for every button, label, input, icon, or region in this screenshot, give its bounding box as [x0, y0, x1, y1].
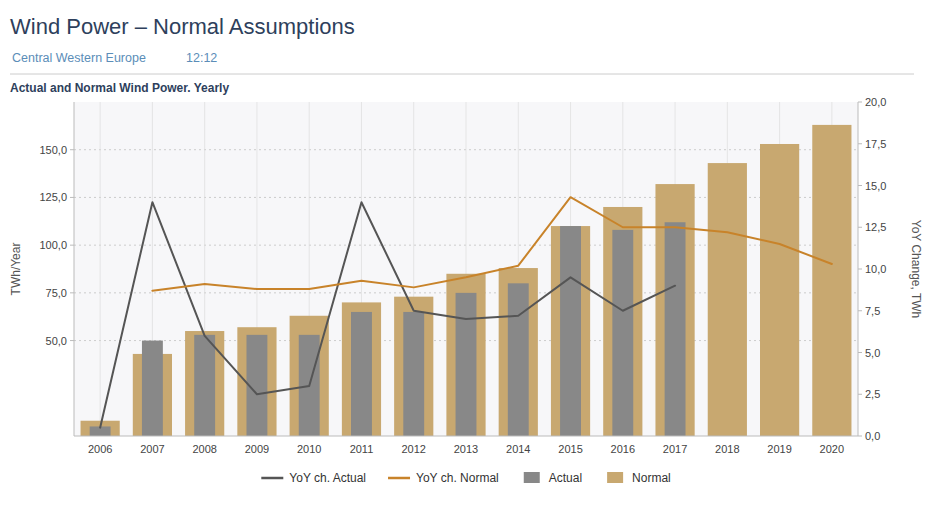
bar [394, 297, 433, 436]
bar [194, 335, 215, 436]
bar [560, 226, 581, 436]
x-tick-label: 2016 [611, 443, 635, 455]
bar [403, 312, 424, 436]
x-tick-label: 2020 [820, 443, 844, 455]
bar [655, 184, 694, 436]
y2-tick [858, 185, 862, 186]
y-tick-label: 125,0 [39, 191, 67, 203]
bar [290, 316, 329, 436]
bar [185, 331, 224, 436]
bar [142, 341, 163, 436]
bar [237, 327, 276, 436]
x-tick-label: 2006 [88, 443, 112, 455]
legend-swatch [261, 477, 283, 480]
bar [551, 226, 590, 436]
chart-label: Actual and Normal Wind Power. Yearly [10, 81, 229, 95]
x-tick-label: 2011 [350, 443, 374, 455]
plot-area [74, 102, 858, 436]
y2-tick-label: 17,5 [865, 138, 886, 150]
x-tick-label: 2010 [297, 443, 321, 455]
y2-tick [858, 436, 862, 437]
y-tick [70, 149, 74, 150]
bar [456, 293, 477, 436]
y2-tick [858, 227, 862, 228]
axes: 50,0 75,0 100,0 125,0 150,0 0,0 2,5 5,0 7,5 10,0 1… [39, 96, 886, 455]
y2-tick [858, 352, 862, 353]
bar [665, 222, 686, 436]
bar [499, 268, 538, 436]
legend-swatch [388, 477, 410, 480]
grid [74, 102, 858, 436]
y2-tick [858, 143, 862, 144]
legend-label: Actual [549, 471, 582, 485]
y-axis-label: TWh/Year [9, 243, 23, 296]
x-tick-label: 2008 [192, 443, 216, 455]
legend-swatch [524, 472, 540, 483]
y2-tick-label: 20,0 [865, 96, 886, 108]
line [152, 197, 831, 291]
x-tick-label: 2019 [767, 443, 791, 455]
x-tick-label: 2015 [558, 443, 582, 455]
data [81, 125, 852, 436]
subtitle: 12:12 [186, 51, 217, 65]
x-tick-label: 2007 [140, 443, 164, 455]
y-tick [70, 340, 74, 341]
bar [342, 302, 381, 436]
y-tick-label: 75,0 [46, 287, 67, 299]
y-axis-line [74, 102, 75, 436]
y2-tick-label: 15,0 [865, 180, 886, 192]
y2-tick [858, 269, 862, 270]
x-axis-line [74, 436, 858, 437]
y2-tick-label: 0,0 [865, 430, 880, 442]
y2-tick-label: 5,0 [865, 347, 880, 359]
y2-tick [858, 102, 862, 103]
legend-item: Actual [524, 471, 582, 485]
bar [351, 312, 372, 436]
y-tick-label: 150,0 [39, 144, 67, 156]
legend-item: YoY ch. Normal [388, 471, 499, 485]
legend-item: Normal [607, 471, 671, 485]
y-tick [70, 292, 74, 293]
x-tick-label: 2012 [401, 443, 425, 455]
y2-axis-label: YoY Change, TWh [909, 220, 923, 319]
bar [612, 230, 633, 436]
bar [760, 144, 799, 436]
x-tick-label: 2018 [715, 443, 739, 455]
y2-tick-label: 10,0 [865, 263, 886, 275]
x-tick-label: 2017 [663, 443, 687, 455]
x-tick-label: 2009 [245, 443, 269, 455]
legend-label: YoY ch. Actual [289, 471, 366, 485]
y2-tick-label: 12,5 [865, 221, 886, 233]
y-tick-label: 50,0 [46, 335, 67, 347]
legend-item: YoY ch. Actual [261, 471, 366, 485]
y-tick [70, 245, 74, 246]
bar [708, 163, 747, 436]
chart: Wind Power – Normal Assumptions Central W… [0, 0, 932, 521]
line [100, 202, 675, 427]
subtitle: Central Western Europe [12, 51, 146, 65]
bar [508, 283, 529, 436]
category-line [100, 102, 101, 436]
separator [10, 74, 914, 75]
y2-tick-label: 7,5 [865, 305, 880, 317]
background [0, 0, 932, 521]
y2-tick [858, 394, 862, 395]
y-tick [70, 197, 74, 198]
page: {"chart_data": { "type": "bar", "title":… [0, 0, 932, 521]
y2-tick [858, 310, 862, 311]
y-tick-label: 100,0 [39, 239, 67, 251]
bar [603, 207, 642, 436]
bar-series [81, 125, 852, 436]
legend-label: Normal [632, 471, 671, 485]
x-tick-label: 2013 [454, 443, 478, 455]
legend-swatch [607, 472, 623, 483]
bar [812, 125, 851, 436]
y2-tick-label: 2,5 [865, 388, 880, 400]
title: Wind Power – Normal Assumptions [10, 14, 355, 39]
legend-label: YoY ch. Normal [416, 471, 499, 485]
bar [446, 274, 485, 436]
x-tick-label: 2014 [506, 443, 530, 455]
legend: YoY ch. Actual YoY ch. Normal Actual Normal [261, 471, 670, 485]
